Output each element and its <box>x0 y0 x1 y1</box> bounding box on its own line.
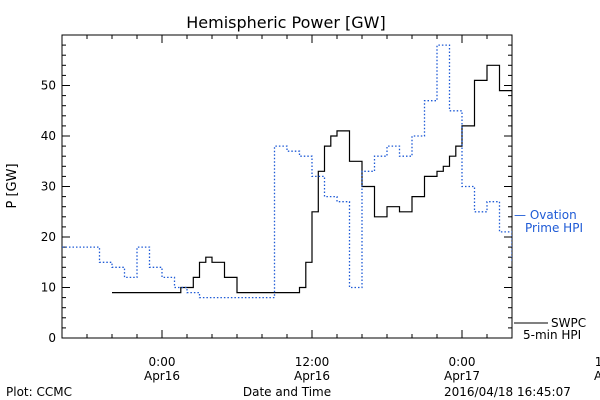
legend-swpc-label: SWPC <box>551 316 586 330</box>
x-axis-ticks: 0:00Apr1612:00Apr160:00Apr1712:00Apr170:… <box>61 35 600 383</box>
y-axis-label: P [GW] <box>5 163 20 208</box>
y-tick-label: 50 <box>41 79 56 93</box>
legend-ovation-label: — Ovation <box>514 208 577 222</box>
x-tick-date-label: Apr17 <box>444 369 480 383</box>
x-tick-date-label: Apr16 <box>294 369 330 383</box>
y-tick-label: 40 <box>41 129 56 143</box>
chart-title: Hemispheric Power [GW] <box>186 13 385 32</box>
y-tick-label: 0 <box>48 331 56 345</box>
plot-timestamp: 2016/04/18 16:45:07 <box>444 385 571 399</box>
x-tick-time-label: 12:00 <box>295 355 330 369</box>
y-tick-label: 20 <box>41 230 56 244</box>
x-tick-time-label: 12:00 <box>595 355 600 369</box>
plot-credit: Plot: CCMC <box>6 385 72 399</box>
x-tick-date-label: Apr17 <box>594 369 600 383</box>
series-layer <box>62 44 512 299</box>
ovation-prime-series-line <box>62 44 512 299</box>
y-tick-label: 30 <box>41 180 56 194</box>
legend-swpc-label-2: 5-min HPI <box>523 328 581 342</box>
legend-ovation-label-2: Prime HPI <box>525 221 583 235</box>
x-tick-time-label: 0:00 <box>449 355 476 369</box>
swpc-series-line <box>112 64 512 294</box>
x-tick-time-label: 0:00 <box>149 355 176 369</box>
x-tick-date-label: Apr16 <box>144 369 180 383</box>
y-axis-ticks: 0 10 20 30 40 50 <box>41 44 512 345</box>
y-tick-label: 10 <box>41 281 56 295</box>
x-axis-label: Date and Time <box>243 385 331 399</box>
